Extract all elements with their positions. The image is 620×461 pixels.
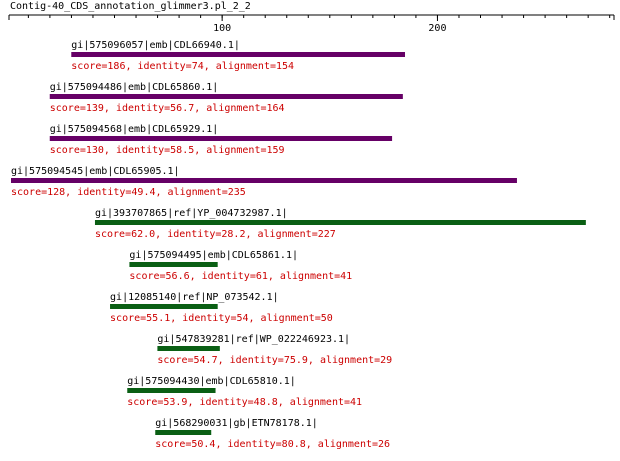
hit-accession-label: gi|547839281|ref|WP_022246923.1| bbox=[157, 334, 350, 345]
hit-alignment-bar bbox=[129, 262, 218, 267]
hit-score-label: score=139, identity=56.7, alignment=164 bbox=[50, 103, 285, 114]
diagram-title: Contig-40_CDS_annotation_glimmer3.pl_2_2 bbox=[10, 1, 251, 12]
hit-score-label: score=128, identity=49.4, alignment=235 bbox=[11, 187, 246, 198]
hit-score-label: score=53.9, identity=48.8, alignment=41 bbox=[127, 397, 362, 408]
hit-score-label: score=56.6, identity=61, alignment=41 bbox=[129, 271, 352, 282]
hit-track: gi|575094430|emb|CDL65810.1| score=53.9, … bbox=[127, 376, 362, 408]
hit-track: gi|12085140|ref|NP_073542.1| score=55.1, … bbox=[110, 292, 333, 324]
hit-alignment-bar bbox=[155, 430, 212, 435]
axis-tick-label: 100 bbox=[213, 23, 231, 34]
hit-track: gi|547839281|ref|WP_022246923.1| score=54… bbox=[157, 334, 392, 366]
hit-score-label: score=186, identity=74, alignment=154 bbox=[71, 61, 294, 72]
coordinate-axis: 100 200 bbox=[8, 14, 615, 34]
hit-track: gi|575094495|emb|CDL65861.1| score=56.6, … bbox=[129, 250, 352, 282]
hit-accession-label: gi|575094486|emb|CDL65860.1| bbox=[50, 82, 219, 93]
hit-score-label: score=54.7, identity=75.9, alignment=29 bbox=[157, 355, 392, 366]
hit-track: gi|568290031|gb|ETN78178.1| score=50.4, i… bbox=[155, 418, 390, 450]
hit-alignment-bar bbox=[49, 94, 403, 99]
hit-accession-label: gi|393707865|ref|YP_004732987.1| bbox=[95, 208, 288, 219]
hit-accession-label: gi|575094568|emb|CDL65929.1| bbox=[50, 124, 219, 135]
hit-alignment-bar bbox=[11, 178, 517, 183]
hit-score-label: score=55.1, identity=54, alignment=50 bbox=[110, 313, 333, 324]
hit-alignment-bar bbox=[110, 304, 218, 309]
hit-track: gi|575094545|emb|CDL65905.1| score=128, i… bbox=[11, 166, 517, 198]
hit-track: gi|393707865|ref|YP_004732987.1| score=62… bbox=[94, 208, 586, 240]
hit-accession-label: gi|575094430|emb|CDL65810.1| bbox=[127, 376, 296, 387]
hit-alignment-bar bbox=[71, 52, 406, 57]
axis-tick-label: 200 bbox=[428, 23, 446, 34]
hit-accession-label: gi|568290031|gb|ETN78178.1| bbox=[155, 418, 318, 429]
hit-alignment-bar bbox=[94, 220, 586, 225]
hit-accession-label: gi|575096057|emb|CDL66940.1| bbox=[71, 40, 240, 51]
hit-alignment-bar bbox=[127, 388, 216, 393]
hit-score-label: score=50.4, identity=80.8, alignment=26 bbox=[155, 439, 390, 450]
hit-list: gi|575096057|emb|CDL66940.1| score=186, i… bbox=[11, 40, 586, 450]
hit-accession-label: gi|575094495|emb|CDL65861.1| bbox=[129, 250, 298, 261]
hit-accession-label: gi|12085140|ref|NP_073542.1| bbox=[110, 292, 279, 303]
hit-accession-label: gi|575094545|emb|CDL65905.1| bbox=[11, 166, 180, 177]
hit-alignment-bar bbox=[157, 346, 220, 351]
hit-score-label: score=62.0, identity=28.2, alignment=227 bbox=[95, 229, 336, 240]
hit-score-label: score=130, identity=58.5, alignment=159 bbox=[50, 145, 285, 156]
hit-track: gi|575094486|emb|CDL65860.1| score=139, i… bbox=[49, 82, 403, 114]
hit-alignment-bar bbox=[49, 136, 393, 141]
hit-track: gi|575096057|emb|CDL66940.1| score=186, i… bbox=[71, 40, 406, 72]
hit-track: gi|575094568|emb|CDL65929.1| score=130, i… bbox=[49, 124, 393, 156]
